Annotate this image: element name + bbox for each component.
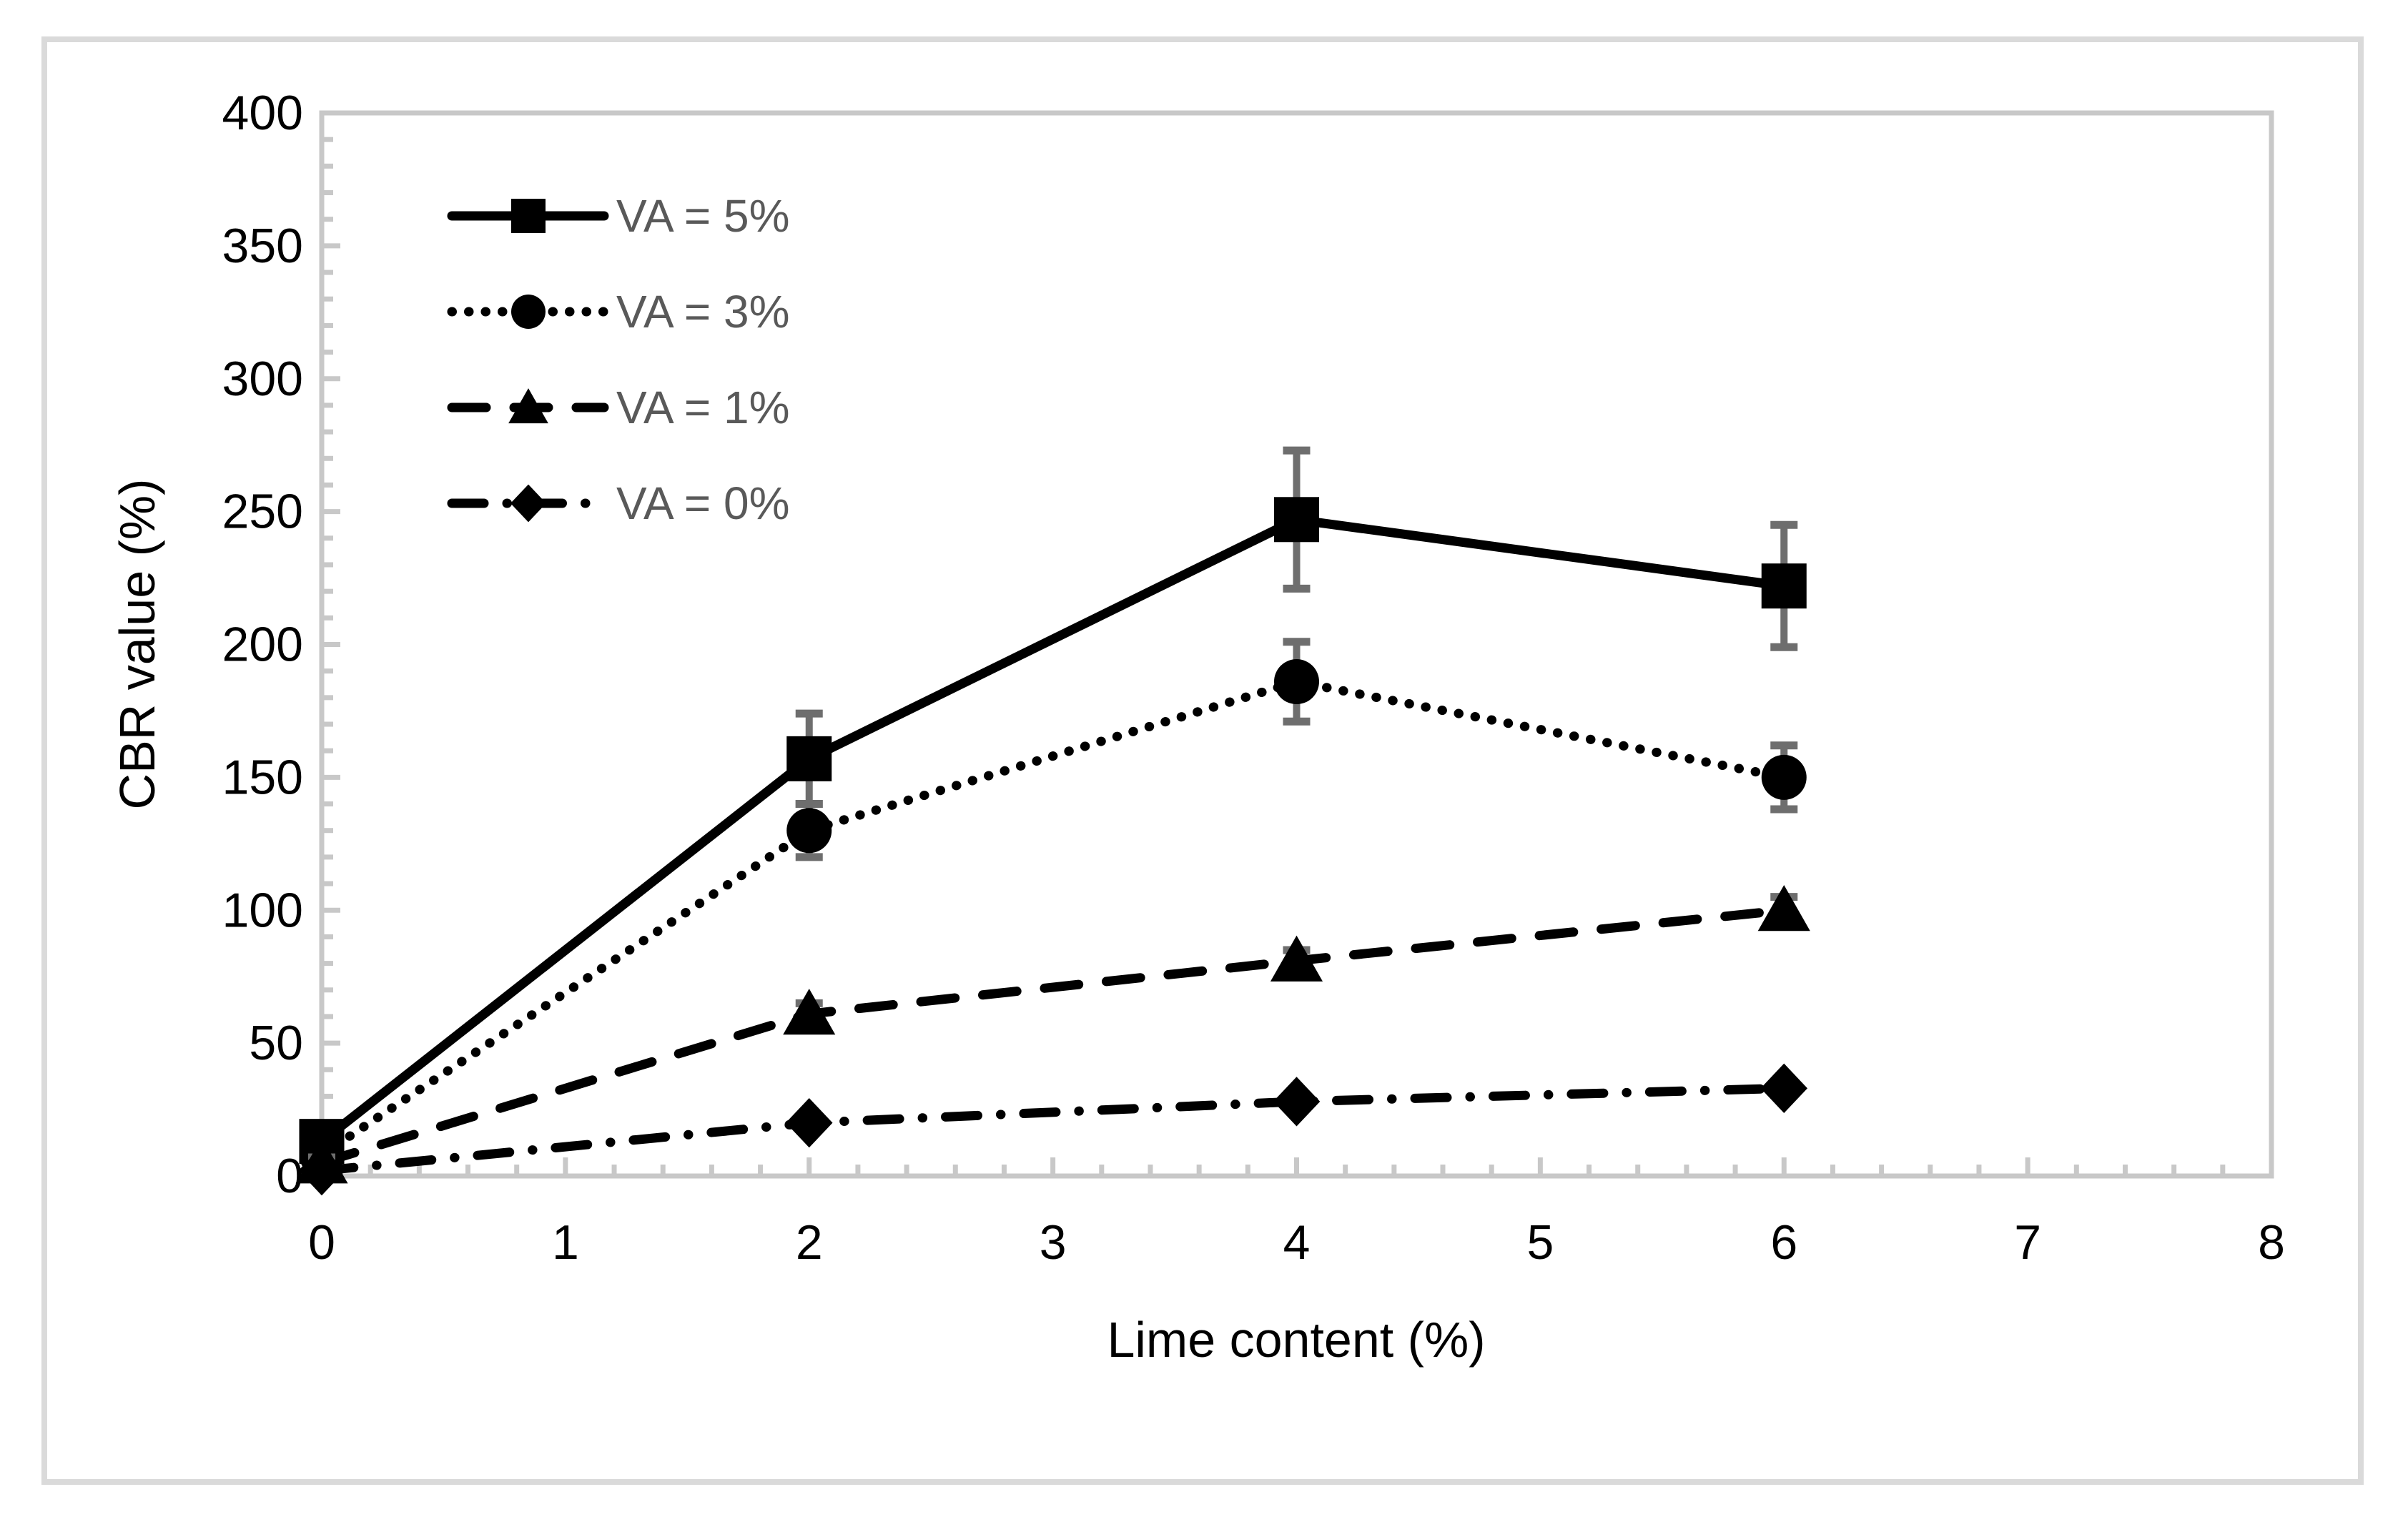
y-tick-label-100: 100 [222,883,303,937]
series-va---0- [298,1063,1808,1196]
data-point-square-x2 [786,736,832,781]
y-tick-label-350: 350 [222,219,303,273]
series-line-triangle [317,905,1789,1167]
axis-tick-labels: 0 50 100 150 200 250 300 350 400 0 1 2 3 4 5 6 7 8 [222,86,2285,1270]
data-point-triangle-x2 [783,988,836,1035]
data-point-diamond-x6 [1760,1063,1808,1113]
chart-borders [41,36,2364,1485]
legend-entry-2: VA = 1% [447,382,790,433]
series-line-diamond [317,1083,1789,1176]
x-tick-label-1: 1 [552,1215,579,1270]
legend-marker-triangle [508,388,548,424]
x-tick-label-6: 6 [1770,1215,1797,1270]
data-point-circle-x2 [786,808,832,854]
y-tick-label-300: 300 [222,352,303,406]
x-tick-label-5: 5 [1526,1215,1554,1270]
data-point-square-x6 [1761,563,1807,609]
series-va---5- [299,446,1807,1165]
y-axis-title: CBR value (%) [109,479,165,810]
legend-marker-circle [511,295,546,329]
data-point-circle-x4 [1274,659,1319,705]
legend-marker-square [511,199,546,233]
x-tick-label-8: 8 [2258,1215,2285,1270]
legend-entry-0: VA = 5% [447,190,790,242]
legend-entry-1: VA = 3% [447,286,790,337]
legend: VA = 5% VA = 3% VA = 1% VA = 0% [447,190,790,529]
series-line-square [317,515,1789,1147]
data-point-circle-x6 [1761,754,1807,800]
y-tick-label-400: 400 [222,86,303,140]
data-point-diamond-x2 [785,1098,833,1148]
legend-entry-3: VA = 0% [447,478,790,529]
legend-label-2: VA = 1% [616,382,790,433]
x-tick-label-4: 4 [1283,1215,1311,1270]
data-point-triangle-x6 [1757,884,1810,932]
y-tick-label-0: 0 [276,1149,303,1203]
y-tick-label-150: 150 [222,750,303,804]
data-point-diamond-x4 [1273,1077,1321,1127]
x-tick-label-7: 7 [2014,1215,2041,1270]
data-point-triangle-x4 [1270,935,1323,982]
legend-label-0: VA = 5% [616,190,790,242]
x-tick-label-0: 0 [308,1215,335,1270]
data-point-square-x4 [1274,497,1319,543]
legend-marker-diamond [510,484,546,523]
y-tick-label-250: 250 [222,485,303,539]
figure-border [41,36,2364,1485]
series-line-circle [317,677,1789,1160]
legend-label-1: VA = 3% [616,286,790,337]
legend-label-3: VA = 0% [616,478,790,529]
y-tick-label-50: 50 [249,1016,303,1070]
x-axis-title: Lime content (%) [1107,1312,1485,1368]
series-va---1- [295,884,1810,1184]
data-point-diamond-x0 [298,1145,345,1196]
data-series [295,446,1810,1196]
x-tick-label-3: 3 [1040,1215,1067,1270]
y-tick-label-200: 200 [222,618,303,672]
x-tick-label-2: 2 [796,1215,823,1270]
